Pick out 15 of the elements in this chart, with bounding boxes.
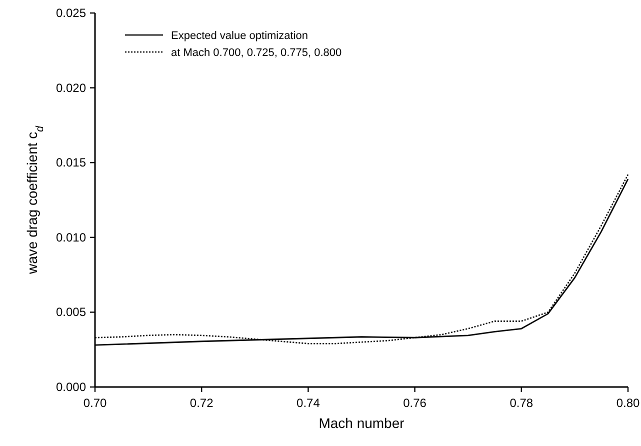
- x-tick-label: 0.80: [616, 396, 640, 410]
- y-tick-label: 0.010: [56, 230, 86, 244]
- x-tick-label: 0.76: [403, 396, 427, 410]
- x-tick-label: 0.70: [83, 396, 107, 410]
- y-tick-label: 0.000: [56, 380, 86, 394]
- x-tick-label: 0.74: [296, 396, 320, 410]
- legend-label: Expected value optimization: [171, 30, 308, 42]
- x-tick-label: 0.78: [510, 396, 534, 410]
- y-tick-label: 0.005: [56, 305, 86, 320]
- y-tick-label: 0.015: [56, 156, 86, 170]
- legend-label: at Mach 0.700, 0.725, 0.775, 0.800: [171, 47, 342, 59]
- x-axis-title: Mach number: [318, 415, 405, 431]
- y-tick-label: 0.025: [56, 6, 86, 20]
- x-tick-label: 0.72: [190, 396, 214, 410]
- y-tick-label: 0.020: [56, 80, 86, 95]
